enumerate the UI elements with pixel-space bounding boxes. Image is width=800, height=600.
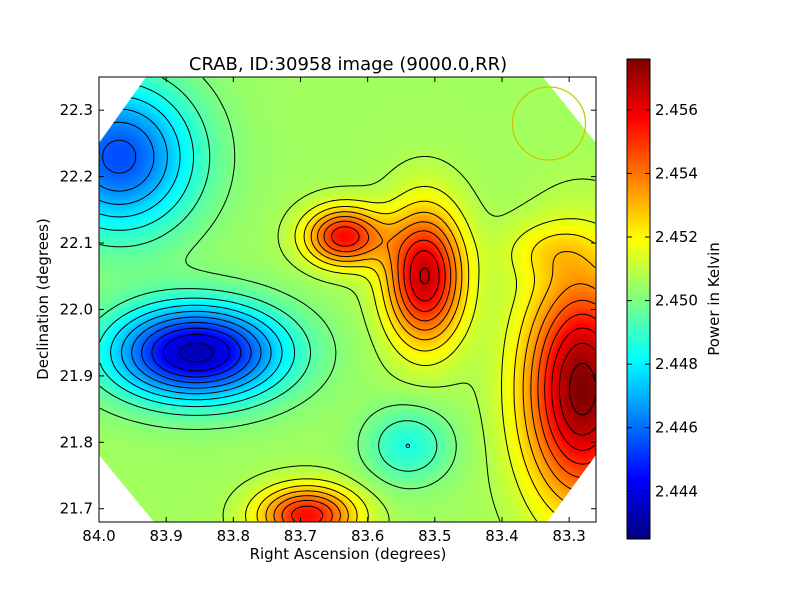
chart-title: CRAB, ID:30958 image (9000.0,RR) [189,54,507,75]
contour-line [419,267,596,436]
colorbar-tick-label: 2.454 [655,164,698,182]
contour-line [245,185,596,522]
contour-line [99,77,438,472]
x-tick-label: 83.6 [351,527,384,545]
contour-line [99,77,457,490]
x-tick-label: 83.9 [149,527,182,545]
contour-line [102,139,252,384]
x-tick-label: 83.7 [284,527,317,545]
colorbar-tick-label: 2.446 [655,419,698,437]
y-tick-label: 21.9 [60,367,93,385]
colorbar: 2.444 2.446 2.448 2.450 2.452 2.454 2.456 Powe… [626,58,723,540]
colorbar-tick-label: 2.452 [655,228,698,246]
x-tick-label: 83.5 [418,527,451,545]
x-axis-label: Right Ascension (degrees) [250,545,447,563]
contour-line [162,334,230,372]
y-tick-label: 22.0 [60,300,93,318]
x-tick-label: 83.8 [217,527,250,545]
y-axis: 21.7 21.8 21.9 22.0 22.1 22.2 22.3 [60,101,596,518]
colorbar-label: Power in Kelvin [705,242,723,356]
contour-line [291,226,596,522]
beam-circle [511,86,587,161]
y-tick-label: 22.1 [60,234,93,252]
x-tick-label: 83.4 [485,527,518,545]
contour-line [265,211,596,522]
x-tick-label: 84.0 [82,527,115,545]
plot-frame [98,76,597,523]
colorbar-tick-label: 2.444 [655,482,698,500]
contour-line [256,200,596,522]
y-tick-label: 22.3 [60,101,93,119]
x-axis: 84.0 83.9 83.8 83.7 83.6 83.5 83.4 83.3 [82,77,586,545]
colorbar-tick-label: 2.450 [655,292,698,310]
contour-line [178,342,214,363]
plot-area [98,76,597,523]
contour-line [409,250,596,451]
y-tick-label: 22.2 [60,168,93,186]
colorbar-tick-label: 2.448 [655,355,698,373]
heatmap-image [99,77,596,522]
contour-line [281,220,596,522]
y-tick-label: 21.8 [60,433,93,451]
y-axis-label: Declination (degrees) [34,218,52,380]
colorbar-gradient [626,58,651,540]
contour-line [222,156,596,522]
y-tick-label: 21.7 [60,500,93,518]
contour-lines [99,77,596,522]
colorbar-tick-label: 2.456 [655,101,698,119]
contour-line [273,216,596,522]
colorbar-ticks: 2.444 2.446 2.448 2.450 2.452 2.454 2.456 [627,101,698,500]
contour-line [151,327,242,378]
x-tick-label: 83.3 [552,527,585,545]
